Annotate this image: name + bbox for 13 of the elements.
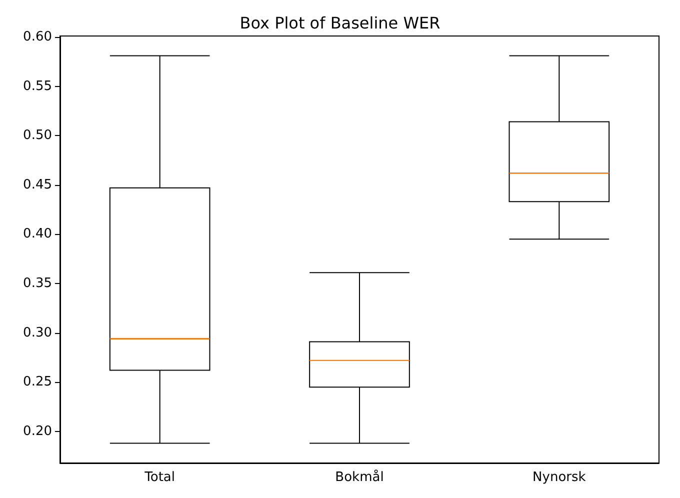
y-tick-label: 0.40 <box>23 226 52 242</box>
x-tick-label: Total <box>144 470 176 485</box>
chart-title: Box Plot of Baseline WER <box>240 14 440 32</box>
x-tick-label: Nynorsk <box>532 470 586 485</box>
y-tick-label: 0.35 <box>23 276 52 292</box>
y-tick-label: 0.25 <box>23 374 52 390</box>
x-tick-label: Bokmål <box>335 469 384 485</box>
y-tick-label: 0.55 <box>23 78 52 94</box>
y-tick-label: 0.30 <box>23 325 52 340</box>
y-tick-label: 0.50 <box>23 128 52 144</box>
y-tick-label: 0.20 <box>23 424 52 439</box>
y-tick-label: 0.45 <box>23 177 52 192</box>
y-tick-label: 0.60 <box>23 29 52 44</box>
